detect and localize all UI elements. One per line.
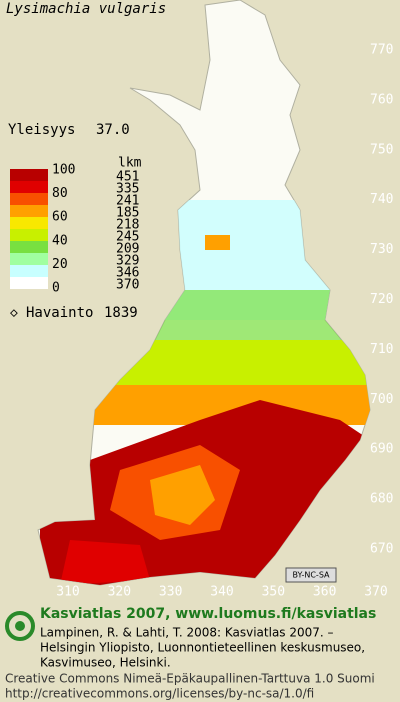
north-label: 670 bbox=[370, 542, 393, 557]
legend-count: 245 bbox=[116, 230, 139, 245]
license: Creative Commons Nimeä-Epäkaupallinen-Ta… bbox=[5, 672, 375, 686]
north-label: 690 bbox=[370, 442, 393, 457]
north-label: 740 bbox=[370, 192, 393, 207]
east-label: 370 bbox=[364, 585, 387, 600]
citation: Kasvimuseo, Helsinki. bbox=[40, 656, 171, 670]
legend-count: 451 bbox=[116, 170, 139, 185]
legend-count: 335 bbox=[116, 182, 139, 197]
frequency-value: 37.0 bbox=[96, 122, 130, 138]
frequency-label: Yleisyys bbox=[8, 122, 75, 138]
legend-swatch bbox=[10, 181, 48, 193]
east-label: 340 bbox=[210, 585, 233, 600]
site-title: Kasviatlas 2007, www.luomus.fi/kasviatla… bbox=[40, 606, 376, 622]
legend-swatch bbox=[10, 229, 48, 241]
legend-swatch bbox=[10, 241, 48, 253]
legend-swatch bbox=[10, 193, 48, 205]
legend-swatch bbox=[10, 277, 48, 289]
legend-count: 185 bbox=[116, 206, 139, 221]
legend-level: 80 bbox=[52, 186, 68, 201]
legend-level: 0 bbox=[52, 281, 60, 296]
legend-count: 329 bbox=[116, 254, 139, 269]
legend-level: 60 bbox=[52, 210, 68, 225]
citation: Lampinen, R. & Lahti, T. 2008: Kasviatla… bbox=[40, 626, 334, 640]
legend-count: 218 bbox=[116, 218, 139, 233]
zone bbox=[150, 465, 215, 525]
north-label: 770 bbox=[370, 43, 393, 58]
observations-count: 1839 bbox=[104, 305, 138, 321]
east-label: 360 bbox=[313, 585, 336, 600]
east-label: 320 bbox=[108, 585, 131, 600]
legend-swatch bbox=[10, 265, 48, 277]
north-label: 750 bbox=[370, 142, 393, 157]
north-label: 720 bbox=[370, 292, 393, 307]
north-label: 760 bbox=[370, 92, 393, 107]
zone bbox=[60, 540, 150, 585]
legend-level: 40 bbox=[52, 233, 68, 248]
east-label: 310 bbox=[56, 585, 79, 600]
logo bbox=[5, 611, 35, 641]
legend-count: 209 bbox=[116, 242, 139, 257]
legend-header: lkm bbox=[118, 156, 142, 171]
observations-label: Havainto bbox=[26, 305, 93, 321]
legend-swatch bbox=[10, 169, 48, 181]
legend-count: 346 bbox=[116, 266, 139, 281]
footer: Kasviatlas 2007, www.luomus.fi/kasviatla… bbox=[5, 606, 376, 701]
legend-level: 20 bbox=[52, 257, 68, 272]
logo bbox=[15, 621, 25, 631]
citation: Helsingin Yliopisto, Luonnontieteellinen… bbox=[40, 641, 365, 655]
east-label: 330 bbox=[159, 585, 182, 600]
north-label: 680 bbox=[370, 492, 393, 507]
east-label: 350 bbox=[262, 585, 285, 600]
legend-level: 100 bbox=[52, 163, 75, 178]
license-badge bbox=[285, 567, 337, 583]
north-label: 700 bbox=[370, 392, 393, 407]
observation-marker: ◇ bbox=[10, 306, 18, 321]
map bbox=[37, 0, 371, 586]
legend-count: 370 bbox=[116, 278, 139, 293]
north-label: 710 bbox=[370, 342, 393, 357]
license-url: http://creativecommons.org/licenses/by-n… bbox=[5, 687, 314, 701]
legend-swatch bbox=[10, 205, 48, 217]
zone bbox=[205, 235, 230, 250]
legend-count: 241 bbox=[116, 194, 139, 209]
species-title: Lysimachia vulgaris bbox=[6, 1, 166, 17]
north-label: 730 bbox=[370, 242, 393, 257]
license-badge-text: BY-NC-SA bbox=[292, 571, 330, 580]
legend-swatch bbox=[10, 217, 48, 229]
legend-swatch bbox=[10, 253, 48, 265]
